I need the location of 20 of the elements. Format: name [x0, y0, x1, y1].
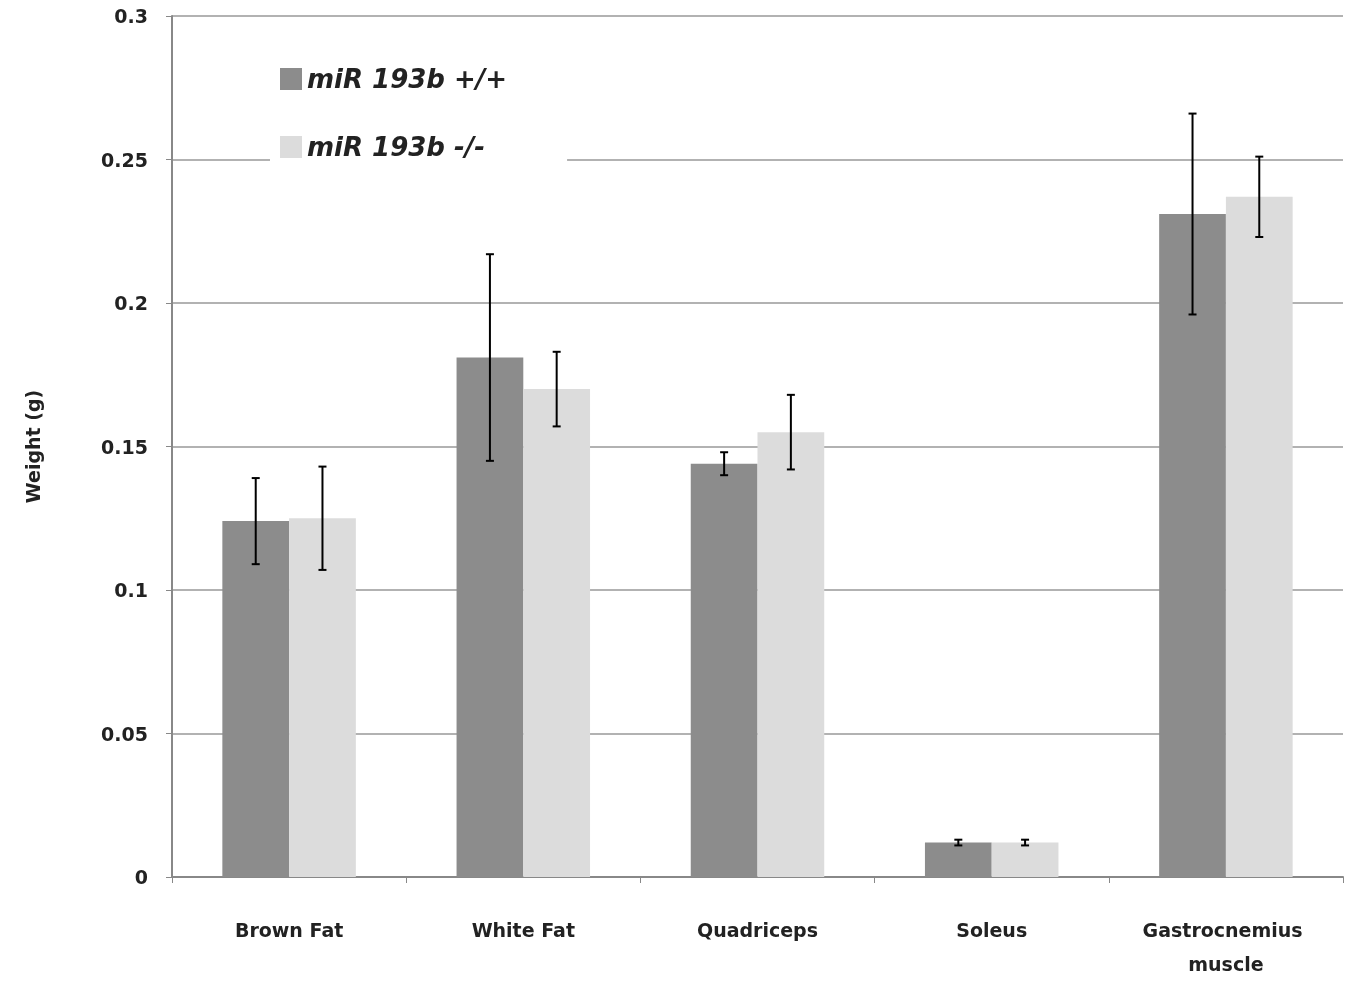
bar [757, 432, 825, 877]
y-tick-label: 0 [134, 866, 148, 888]
bar [1225, 196, 1293, 877]
legend-label: miR 193b -/- [307, 132, 486, 162]
y-tick-label: 0.1 [114, 579, 148, 601]
x-tick-label: Soleus [956, 919, 1028, 941]
y-tick-label: 0.05 [101, 722, 148, 745]
y-axis-title: Weight (g) [21, 389, 44, 504]
bar [289, 518, 356, 877]
x-tick-label: Gastrocnemius muscle [1142, 919, 1310, 975]
y-tick-label: 0.2 [114, 292, 148, 314]
y-tick-label: 0.15 [101, 435, 148, 458]
y-tick-label: 0.3 [114, 5, 148, 27]
x-tick-label: White Fat [471, 919, 575, 941]
x-tick-label: Quadriceps [696, 919, 819, 941]
bar [523, 389, 591, 877]
bar [991, 842, 1059, 877]
y-tick-label: 0.25 [101, 148, 148, 171]
legend-label: miR 193b +/+ [307, 64, 508, 94]
x-tick-label: Brown Fat [234, 919, 344, 941]
